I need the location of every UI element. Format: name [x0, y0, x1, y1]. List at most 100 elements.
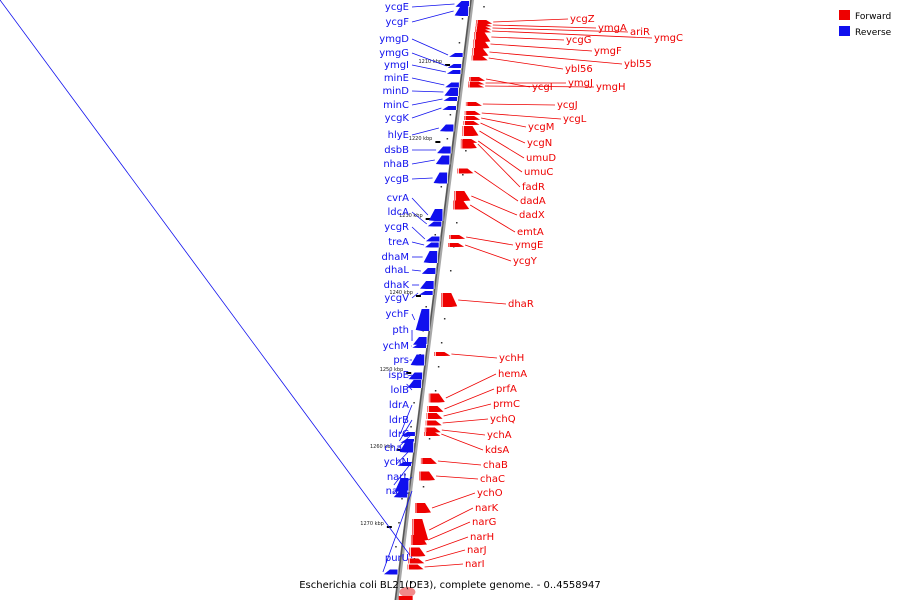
reverse-gene-prs[interactable]: prs — [393, 354, 426, 367]
forward-gene-ycgl[interactable]: ycgL — [464, 111, 587, 125]
gene-label[interactable]: ychN — [384, 457, 409, 468]
gene-label[interactable]: dadA — [520, 196, 546, 207]
gene-arrow[interactable] — [447, 64, 462, 68]
forward-gene-chab[interactable]: chaB — [420, 458, 508, 471]
gene-arrow[interactable] — [410, 535, 427, 545]
forward-gene-dadx[interactable]: dadX — [454, 191, 545, 221]
gene-label[interactable]: dsbB — [384, 145, 409, 156]
gene-arrow[interactable] — [476, 20, 493, 24]
gene-arrow[interactable] — [469, 77, 486, 81]
gene-arrow[interactable] — [435, 155, 450, 165]
gene-label[interactable]: dhaL — [385, 265, 410, 276]
reverse-gene-dsbb[interactable]: dsbB — [384, 145, 452, 156]
gene-arrow[interactable] — [393, 490, 408, 498]
gene-arrow[interactable] — [475, 23, 492, 27]
forward-gene-prfa[interactable]: prfA — [427, 384, 517, 412]
reverse-gene-pth[interactable]: pth — [392, 325, 428, 345]
gene-arrow[interactable] — [465, 102, 482, 106]
gene-arrow[interactable] — [428, 393, 445, 403]
gene-arrow[interactable] — [408, 372, 423, 380]
gene-arrow[interactable] — [419, 291, 434, 295]
gene-arrow[interactable] — [424, 432, 441, 436]
forward-gene-nari[interactable]: narI — [407, 559, 485, 570]
gene-label[interactable]: ymgJ — [568, 78, 593, 89]
gene-label[interactable]: narX — [386, 486, 410, 497]
forward-gene-kdsa[interactable]: kdsA — [424, 432, 509, 456]
gene-label[interactable]: ymgF — [594, 46, 622, 57]
gene-arrow[interactable] — [475, 29, 492, 33]
gene-label[interactable]: narJ — [467, 545, 487, 556]
gene-label[interactable]: ymgH — [596, 82, 626, 93]
gene-label[interactable]: prmC — [493, 399, 520, 410]
forward-gene-dada[interactable]: dadA — [457, 168, 546, 208]
gene-arrow[interactable] — [442, 106, 457, 110]
gene-label[interactable]: ycgK — [385, 113, 410, 124]
reverse-gene-minc[interactable]: minC — [383, 97, 458, 111]
gene-arrow[interactable] — [463, 121, 480, 125]
gene-arrow[interactable] — [425, 236, 440, 242]
gene-arrow[interactable] — [425, 420, 442, 426]
gene-arrow[interactable] — [424, 427, 441, 433]
gene-arrow[interactable] — [420, 281, 435, 289]
gene-label[interactable]: hlyE — [388, 130, 409, 141]
forward-gene-chac[interactable]: chaC — [419, 471, 505, 486]
gene-arrow[interactable] — [434, 352, 451, 356]
gene-label[interactable]: minC — [383, 100, 409, 111]
gene-arrow[interactable] — [473, 39, 490, 49]
reverse-gene-ychf[interactable]: ychF — [385, 309, 431, 331]
gene-arrow[interactable] — [464, 111, 481, 115]
gene-label[interactable]: ymgI — [384, 60, 409, 71]
reverse-gene-ycgf[interactable]: ycgF — [385, 6, 470, 28]
reverse-gene-ycgk[interactable]: ycgK — [385, 106, 457, 124]
gene-arrow[interactable] — [410, 354, 425, 366]
gene-arrow[interactable] — [448, 243, 465, 247]
forward-gene-ymgh[interactable]: ymgH — [468, 82, 626, 93]
gene-label[interactable]: dhaM — [382, 252, 409, 263]
reverse-gene-ymgg[interactable]: ymgG — [379, 48, 463, 68]
reverse-gene-ldca[interactable]: ldcA — [388, 207, 443, 227]
gene-arrow[interactable] — [453, 200, 470, 210]
gene-label[interactable]: ariR — [630, 27, 650, 38]
gene-label[interactable]: chaA — [384, 443, 409, 454]
forward-gene-ymgj[interactable]: ymgJ — [468, 78, 593, 89]
forward-gene-arir[interactable]: ariR — [475, 26, 650, 39]
gene-arrow[interactable] — [401, 432, 416, 436]
gene-arrow[interactable] — [441, 293, 458, 307]
gene-label[interactable]: lolB — [390, 385, 409, 396]
gene-label[interactable]: ycgN — [527, 138, 552, 149]
gene-label[interactable]: ycgZ — [570, 14, 595, 25]
reverse-gene-puru[interactable]: purU — [0, 0, 413, 564]
gene-arrow[interactable] — [446, 70, 461, 74]
gene-label[interactable]: ychA — [487, 430, 512, 441]
forward-gene-prmc[interactable]: prmC — [426, 399, 520, 419]
gene-label[interactable]: ldrA — [389, 400, 409, 411]
gene-arrow[interactable] — [433, 172, 448, 184]
forward-gene-hema[interactable]: hemA — [428, 369, 527, 403]
gene-label[interactable]: ycgV — [384, 293, 409, 304]
forward-gene-ymge[interactable]: ymgE — [449, 235, 543, 251]
gene-arrow[interactable] — [427, 221, 442, 227]
forward-gene-fadr[interactable]: fadR — [460, 139, 545, 194]
forward-gene-narg[interactable]: narG — [410, 517, 496, 545]
gene-arrow[interactable] — [421, 268, 436, 274]
gene-label[interactable]: ybl55 — [624, 59, 652, 70]
gene-arrow[interactable] — [475, 26, 492, 30]
reverse-gene-hlye[interactable]: hlyE — [388, 124, 455, 142]
forward-gene-ybl55[interactable]: ybl55 — [472, 48, 652, 70]
gene-label[interactable]: ybl56 — [565, 64, 593, 75]
forward-gene-ymga[interactable]: ymgA — [475, 23, 627, 34]
reverse-gene-mind[interactable]: minD — [382, 86, 459, 97]
gene-label[interactable]: ycgR — [384, 222, 409, 233]
gene-arrow[interactable] — [383, 569, 398, 575]
reverse-gene-trea[interactable]: treA — [388, 237, 440, 248]
gene-label[interactable]: ycgJ — [557, 100, 578, 111]
reverse-gene-ispe[interactable]: ispE — [388, 370, 424, 381]
gene-label[interactable]: prfA — [496, 384, 517, 395]
reverse-gene-mine[interactable]: minE — [384, 73, 460, 88]
gene-arrow[interactable] — [444, 88, 459, 96]
forward-gene-dhar[interactable]: dhaR — [441, 293, 534, 310]
gene-arrow[interactable] — [414, 503, 431, 513]
gene-arrow[interactable] — [472, 48, 489, 56]
reverse-gene-ymgi[interactable]: ymgI — [384, 60, 462, 74]
reverse-gene-ldra[interactable]: ldrA — [389, 400, 416, 436]
